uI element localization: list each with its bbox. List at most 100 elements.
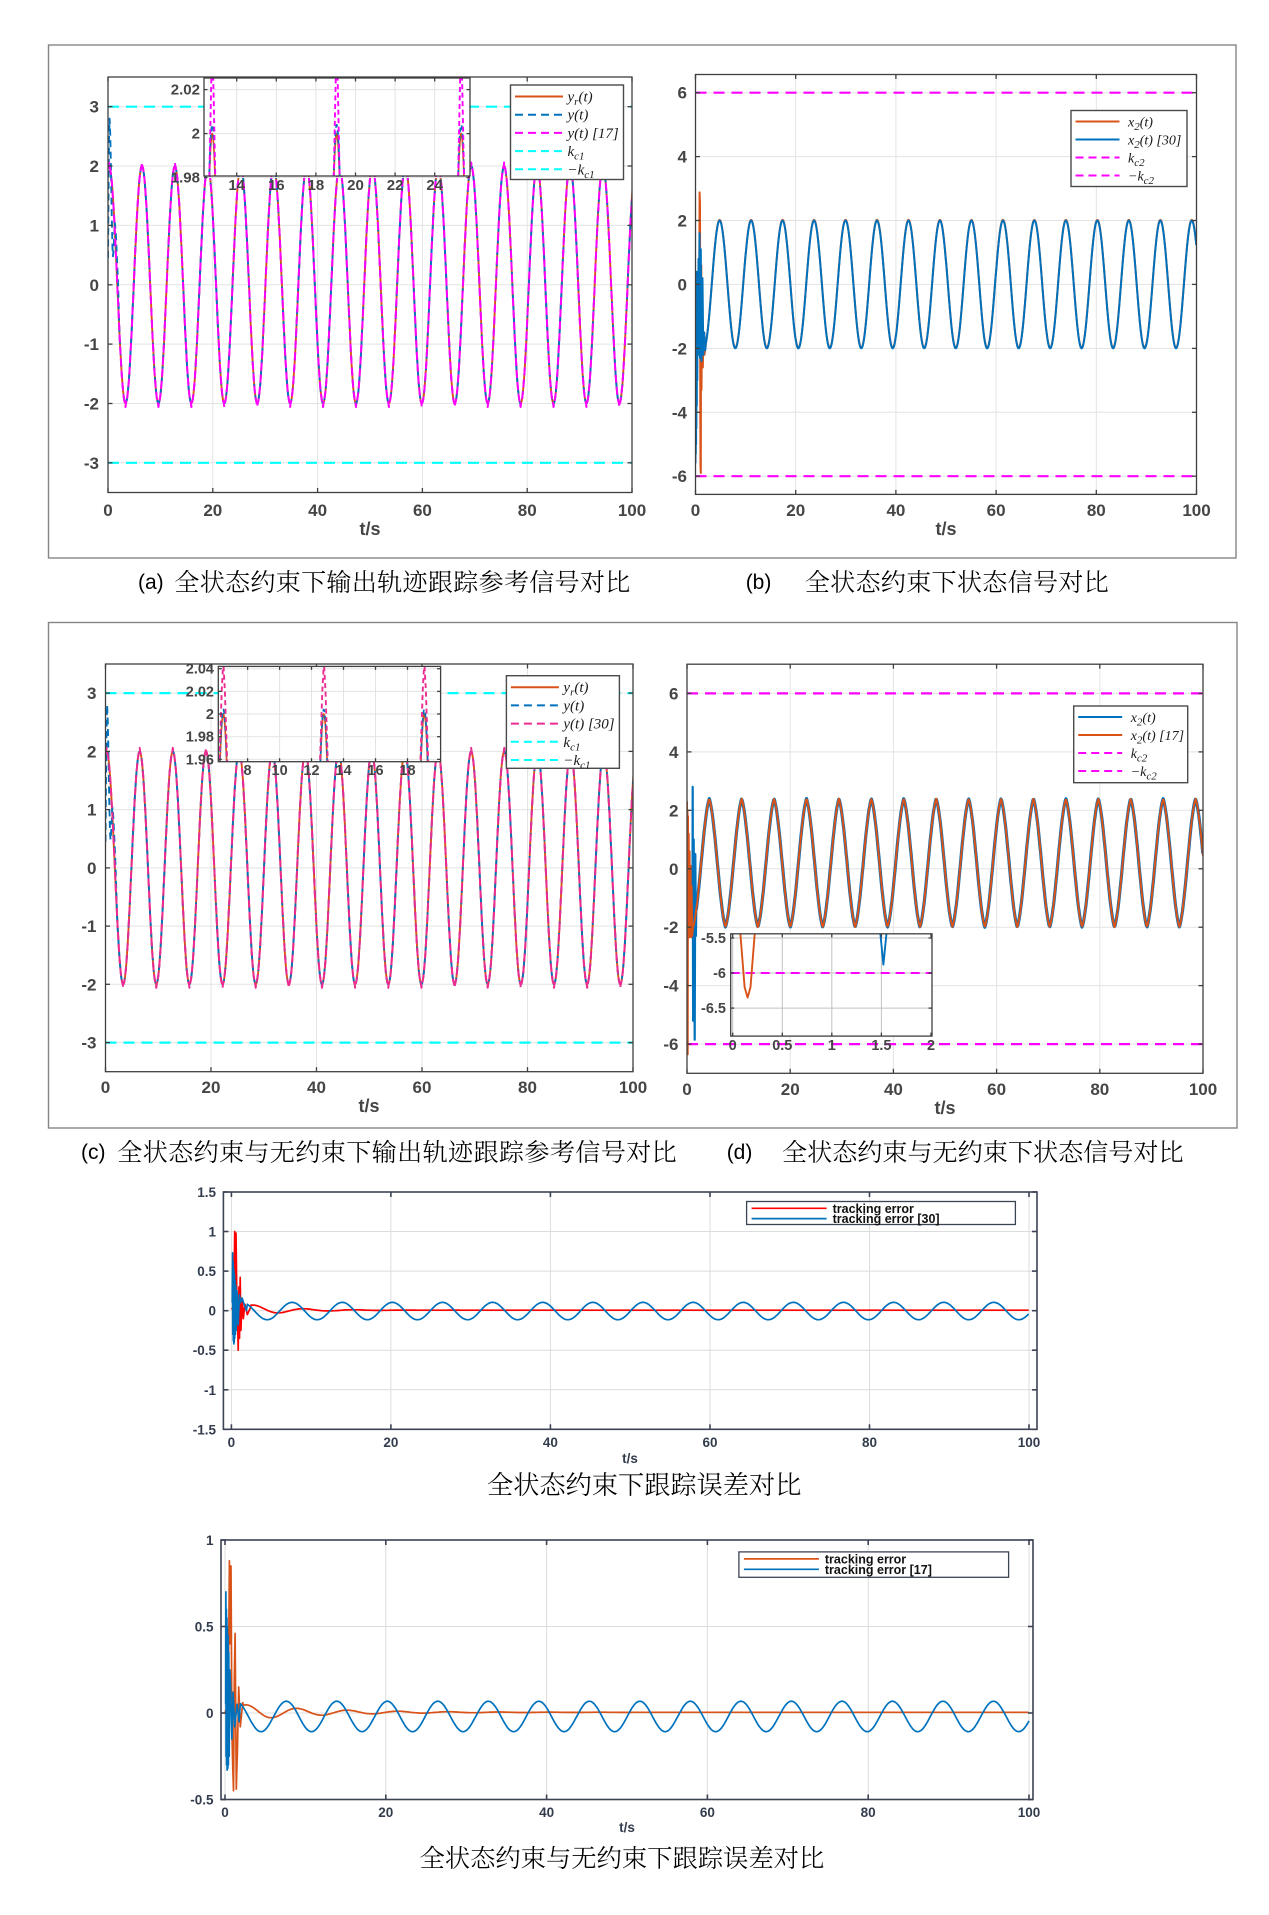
svg-text:t/s: t/s (619, 1820, 635, 1835)
svg-text:1: 1 (208, 1225, 216, 1240)
svg-text:2: 2 (192, 126, 200, 143)
svg-text:1.5: 1.5 (197, 1185, 216, 1200)
svg-text:20: 20 (781, 1080, 800, 1099)
svg-text:0: 0 (208, 1304, 216, 1319)
svg-text:60: 60 (700, 1805, 715, 1820)
svg-text:-1: -1 (204, 1383, 216, 1398)
svg-text:tracking error: tracking error (833, 1202, 914, 1216)
svg-text:2.02: 2.02 (171, 82, 200, 99)
svg-text:60: 60 (702, 1435, 717, 1450)
svg-text:18: 18 (308, 177, 325, 194)
svg-text:0.5: 0.5 (197, 1264, 216, 1279)
svg-text:40: 40 (308, 501, 327, 520)
svg-text:80: 80 (518, 1078, 537, 1097)
svg-text:18: 18 (399, 763, 415, 779)
svg-text:3: 3 (90, 98, 99, 117)
svg-text:100: 100 (619, 1078, 647, 1097)
svg-text:1.98: 1.98 (171, 170, 200, 187)
svg-text:-2: -2 (81, 975, 96, 994)
svg-text:x2(t): x2(t) (1127, 116, 1153, 134)
svg-text:14: 14 (335, 763, 351, 779)
svg-text:tracking error [17]: tracking error [17] (825, 1563, 932, 1577)
svg-text:20: 20 (378, 1805, 393, 1820)
svg-text:0: 0 (669, 860, 678, 879)
svg-text:2: 2 (87, 742, 96, 761)
svg-text:2: 2 (206, 707, 214, 723)
svg-text:-4: -4 (663, 977, 679, 996)
svg-text:20: 20 (202, 1078, 221, 1097)
svg-text:20: 20 (347, 177, 364, 194)
svg-text:40: 40 (307, 1078, 326, 1097)
svg-text:x2(t) [30]: x2(t) [30] (1127, 134, 1181, 152)
svg-text:24: 24 (426, 177, 443, 194)
svg-text:2: 2 (678, 212, 687, 231)
svg-text:4: 4 (678, 148, 688, 167)
svg-text:80: 80 (862, 1435, 877, 1450)
svg-text:3: 3 (87, 684, 96, 703)
svg-text:0: 0 (729, 1038, 737, 1054)
svg-text:1.5: 1.5 (871, 1038, 891, 1054)
svg-text:1.96: 1.96 (186, 752, 214, 768)
svg-text:100: 100 (1189, 1080, 1217, 1099)
svg-text:80: 80 (1087, 501, 1106, 520)
svg-text:20: 20 (203, 501, 222, 520)
svg-text:1: 1 (206, 1533, 214, 1548)
svg-text:6: 6 (669, 684, 678, 703)
svg-text:y(t): y(t) (561, 698, 584, 714)
svg-text:0: 0 (103, 501, 112, 520)
svg-text:-2: -2 (663, 918, 678, 937)
svg-text:-6: -6 (713, 966, 726, 982)
svg-text:-6: -6 (672, 467, 687, 486)
svg-text:-3: -3 (81, 1034, 96, 1053)
svg-text:yr(t): yr(t) (561, 680, 588, 699)
svg-text:-4: -4 (672, 403, 688, 422)
svg-text:1: 1 (90, 216, 99, 235)
svg-text:1: 1 (87, 801, 96, 820)
svg-text:1.98: 1.98 (186, 730, 214, 746)
svg-text:20: 20 (383, 1435, 398, 1450)
svg-text:0: 0 (678, 275, 687, 294)
svg-text:10: 10 (272, 763, 288, 779)
svg-text:-2: -2 (672, 339, 687, 358)
svg-text:t/s: t/s (358, 1096, 379, 1116)
svg-text:40: 40 (886, 501, 905, 520)
svg-text:2: 2 (90, 157, 99, 176)
svg-text:-6: -6 (663, 1035, 678, 1054)
svg-text:(d): (d) (727, 1141, 753, 1164)
svg-text:0: 0 (90, 276, 99, 295)
svg-text:40: 40 (884, 1080, 903, 1099)
svg-text:(b): (b) (746, 571, 772, 594)
svg-text:-0.5: -0.5 (190, 1793, 214, 1808)
svg-text:6: 6 (678, 84, 687, 103)
svg-text:1: 1 (828, 1038, 836, 1054)
svg-text:x2(t): x2(t) (1130, 711, 1156, 729)
svg-text:(c): (c) (81, 1141, 106, 1164)
svg-text:0: 0 (101, 1078, 110, 1097)
svg-text:0: 0 (691, 501, 700, 520)
svg-text:40: 40 (543, 1435, 558, 1450)
svg-text:100: 100 (1182, 501, 1210, 520)
svg-text:0.5: 0.5 (195, 1620, 214, 1635)
svg-text:14: 14 (228, 177, 245, 194)
svg-text:y(t): y(t) (566, 108, 589, 124)
svg-text:-2: -2 (84, 395, 99, 414)
svg-text:t/s: t/s (359, 519, 380, 539)
svg-text:80: 80 (861, 1805, 876, 1820)
svg-text:tracking error: tracking error (825, 1552, 906, 1566)
svg-text:0: 0 (87, 859, 96, 878)
svg-text:t/s: t/s (934, 1098, 955, 1118)
svg-text:100: 100 (618, 501, 646, 520)
svg-text:0: 0 (682, 1080, 691, 1099)
svg-text:22: 22 (387, 177, 404, 194)
svg-text:0: 0 (228, 1435, 236, 1450)
svg-text:(a): (a) (138, 571, 164, 594)
svg-text:2.02: 2.02 (186, 684, 214, 700)
svg-text:-3: -3 (84, 454, 99, 473)
svg-text:-6.5: -6.5 (701, 1001, 726, 1017)
svg-text:16: 16 (268, 177, 285, 194)
svg-text:x2(t) [17]: x2(t) [17] (1130, 729, 1184, 747)
svg-text:8: 8 (244, 763, 252, 779)
svg-text:-1.5: -1.5 (193, 1422, 217, 1437)
svg-text:80: 80 (1090, 1080, 1109, 1099)
svg-text:-1: -1 (81, 917, 96, 936)
